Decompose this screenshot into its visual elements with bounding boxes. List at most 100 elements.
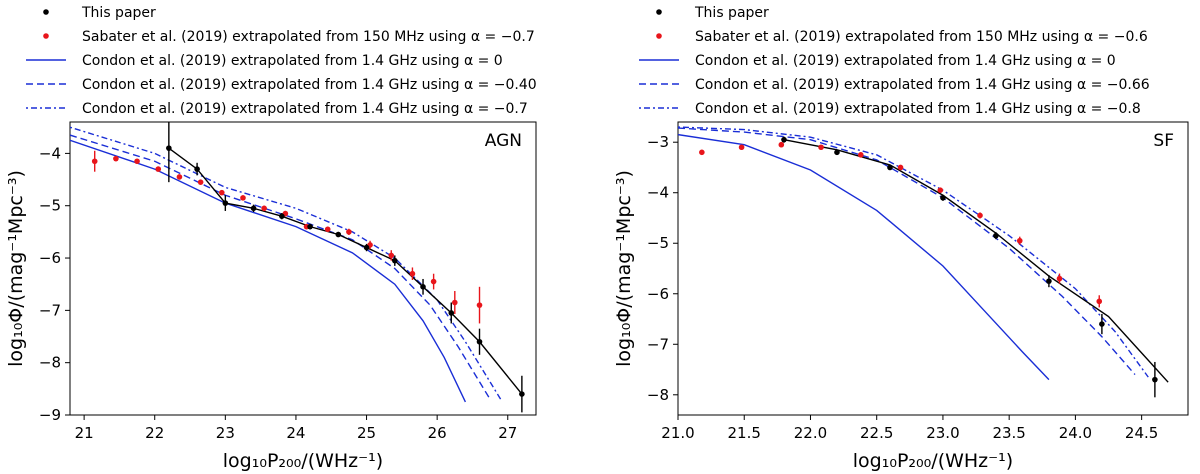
this-paper-point [391, 257, 398, 264]
sabater-point [219, 189, 225, 196]
legend-label-this_paper: This paper [694, 5, 769, 21]
legend-label-condon1: Condon et al. (2019) extrapolated from 1… [695, 77, 1150, 93]
sabater-point [346, 229, 352, 235]
sabater-point [409, 270, 416, 277]
legend: This paper Sabater et al. (2019) extrapol… [639, 5, 1150, 117]
this-paper-point [222, 200, 229, 206]
sabater-point [452, 299, 458, 306]
legend-swatch-sabater [43, 33, 49, 39]
this-paper-point [194, 166, 200, 172]
this-paper-point [166, 145, 172, 151]
x-tick-label: 24.0 [1059, 424, 1092, 442]
legend-swatch-this_paper [43, 9, 49, 15]
sabater-point [430, 278, 437, 285]
legend-label-condon1: Condon et al. (2019) extrapolated from 1… [82, 77, 537, 93]
panel-label: SF [1153, 131, 1174, 151]
x-tick-label: 24.5 [1125, 424, 1158, 442]
this-paper-point [476, 338, 483, 345]
legend-label-condon2: Condon et al. (2019) extrapolated from 1… [695, 101, 1141, 117]
x-tick-label: 22.0 [794, 424, 827, 442]
y-axis-label: log₁₀Φ/(mag⁻¹Mpc⁻³) [613, 170, 635, 367]
sf-panel: 21.0 21.5 22.0 22.5 23.0 23.5 24.0 24.5 −8 −7 −6 −5… [613, 5, 1189, 472]
this-paper-point [993, 232, 999, 239]
sabater-point [176, 174, 183, 180]
legend-swatch-sabater [656, 33, 662, 39]
y-tick-label: −8 [39, 354, 61, 372]
x-tick-label: 26 [428, 424, 447, 442]
legend-swatch-this_paper [656, 9, 662, 15]
sabater-point [197, 179, 204, 185]
sabater-point [113, 155, 119, 162]
this-paper-point [887, 164, 893, 171]
sabater-point [778, 141, 785, 148]
legend-label-sabater: Sabater et al. (2019) extrapolated from … [82, 29, 535, 45]
sabater-point [1056, 275, 1063, 282]
x-tick-label: 24 [286, 424, 305, 442]
x-tick-label: 27 [498, 424, 517, 442]
legend: This paper Sabater et al. (2019) extrapol… [26, 5, 537, 117]
this-paper-point [834, 149, 840, 156]
this-paper-point [307, 223, 313, 230]
y-tick-label: −6 [647, 285, 669, 303]
legend-label-condon2: Condon et al. (2019) extrapolated from 1… [82, 101, 528, 117]
sabater-point [91, 158, 98, 165]
y-tick-label: −7 [39, 301, 61, 319]
sabater-point [937, 187, 944, 193]
x-axis-label: log₁₀P₂₀₀/(WHz⁻¹) [223, 450, 383, 472]
y-tick-label: −9 [39, 406, 61, 424]
x-tick-label: 22.5 [860, 424, 893, 442]
sabater-point [818, 144, 824, 151]
sabater-point [699, 149, 705, 156]
this-paper-point [335, 231, 342, 238]
sabater-point [858, 152, 864, 158]
sabater-point [240, 195, 246, 201]
y-tick-label: −3 [647, 133, 669, 151]
x-tick-label: 21 [75, 424, 94, 442]
y-tick-label: −4 [39, 144, 61, 162]
this-paper-point [781, 136, 787, 143]
y-tick-label: −4 [647, 184, 669, 202]
x-tick-label: 25 [357, 424, 376, 442]
this-paper-point [448, 310, 455, 316]
sabater-point [134, 158, 140, 165]
y-axis-label: log₁₀Φ/(mag⁻¹Mpc⁻³) [5, 170, 27, 367]
sabater-point [476, 302, 483, 308]
x-tick-label: 22 [145, 424, 164, 442]
y-tick-label: −5 [647, 234, 669, 252]
sabater-point [977, 212, 983, 219]
this-paper-point [250, 205, 257, 212]
sabater-point [738, 144, 745, 151]
y-tick-label: −6 [39, 249, 61, 267]
x-axis-label: log₁₀P₂₀₀/(WHz⁻¹) [853, 450, 1013, 472]
x-tick-label: 23 [216, 424, 235, 442]
this-paper-line [783, 138, 1169, 383]
agn-panel: 21 22 23 24 25 26 27 −9 −8 −7 −6 −5 −4 log₁₀P₂₀₀/(WHz… [5, 5, 537, 472]
this-paper-point [1099, 321, 1105, 327]
this-paper-point [279, 213, 285, 219]
condon0-curve [70, 139, 467, 403]
axes-frame [677, 121, 1189, 416]
sabater-point [897, 164, 904, 171]
this-paper-point [420, 284, 426, 290]
x-tick-label: 21.0 [661, 424, 694, 442]
this-paper-point [940, 194, 946, 201]
legend-label-this_paper: This paper [81, 5, 156, 21]
y-tick-label: −7 [647, 335, 669, 353]
legend-label-condon0: Condon et al. (2019) extrapolated from 1… [695, 53, 1116, 69]
sabater-point [324, 226, 331, 233]
condon2-curve [678, 126, 1149, 378]
plot-area [678, 126, 1169, 398]
sabater-point [1096, 298, 1103, 305]
plot-area [70, 122, 525, 413]
this-paper-point [1046, 278, 1052, 284]
legend-label-sabater: Sabater et al. (2019) extrapolated from … [695, 29, 1148, 45]
this-paper-point [1152, 376, 1158, 383]
condon1-curve [678, 127, 1136, 376]
condon2-curve [70, 126, 502, 400]
y-tick-label: −8 [647, 386, 669, 404]
axes-frame [69, 121, 537, 416]
sabater-point [388, 252, 395, 259]
sabater-point [155, 166, 162, 172]
sabater-point [261, 205, 267, 212]
